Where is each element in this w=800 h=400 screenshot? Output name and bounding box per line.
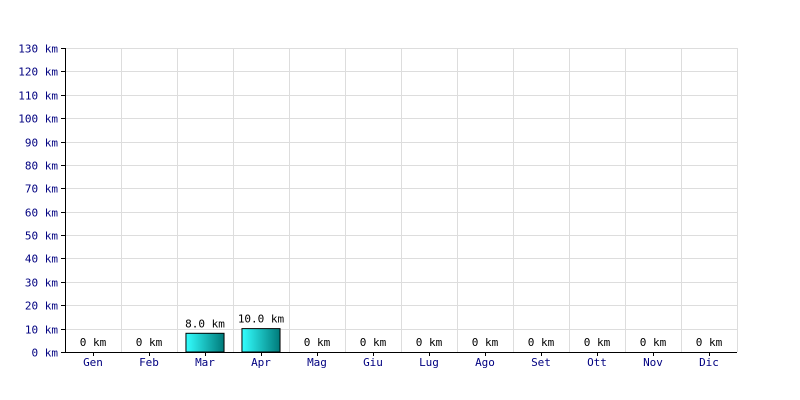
x-tick-label-lug: Lug bbox=[419, 356, 439, 369]
grid bbox=[65, 48, 738, 352]
x-tick-label-gen: Gen bbox=[83, 356, 103, 369]
data-label-nov: 0 km bbox=[640, 336, 667, 349]
x-tick-label-feb: Feb bbox=[139, 356, 159, 369]
data-label-ott: 0 km bbox=[584, 336, 611, 349]
labels: 0 km 10 km 20 km 30 km 40 km 50 km 60 km 70 km 8… bbox=[18, 43, 722, 370]
data-label-mar: 8.0 km bbox=[185, 317, 225, 330]
y-tick-label: 70 km bbox=[25, 183, 58, 196]
y-tick-label: 50 km bbox=[25, 230, 58, 243]
x-tick-label-apr: Apr bbox=[251, 356, 271, 369]
y-tick-label: 90 km bbox=[25, 137, 58, 150]
data-label-gen: 0 km bbox=[80, 336, 107, 349]
y-tick-label: 40 km bbox=[25, 253, 58, 266]
y-tick-label: 60 km bbox=[25, 207, 58, 220]
x-tick-label-nov: Nov bbox=[643, 356, 663, 369]
y-tick-label: 10 km bbox=[25, 324, 58, 337]
y-tick-label: 100 km bbox=[18, 113, 58, 126]
bars bbox=[185, 328, 281, 353]
y-tick-label: 0 km bbox=[32, 347, 59, 360]
data-label-lug: 0 km bbox=[416, 336, 443, 349]
data-label-set: 0 km bbox=[528, 336, 555, 349]
data-label-dic: 0 km bbox=[696, 336, 723, 349]
bar-apr bbox=[241, 328, 281, 353]
y-tick-label: 110 km bbox=[18, 90, 58, 103]
axes bbox=[61, 48, 737, 356]
x-tick-label-mar: Mar bbox=[195, 356, 215, 369]
x-tick-label-mag: Mag bbox=[307, 356, 327, 369]
data-label-giu: 0 km bbox=[360, 336, 387, 349]
y-tick-label: 30 km bbox=[25, 277, 58, 290]
x-tick-label-set: Set bbox=[531, 356, 551, 369]
y-tick-label: 130 km bbox=[18, 43, 58, 56]
bar-mar bbox=[185, 332, 225, 353]
x-tick-label-dic: Dic bbox=[699, 356, 719, 369]
data-label-ago: 0 km bbox=[472, 336, 499, 349]
x-tick-label-ago: Ago bbox=[475, 356, 495, 369]
y-tick-label: 80 km bbox=[25, 160, 58, 173]
data-label-mag: 0 km bbox=[304, 336, 331, 349]
y-tick-label: 120 km bbox=[18, 66, 58, 79]
data-label-apr: 10.0 km bbox=[238, 313, 285, 326]
x-tick-label-ott: Ott bbox=[587, 356, 607, 369]
x-tick-label-giu: Giu bbox=[363, 356, 383, 369]
y-tick-label: 20 km bbox=[25, 300, 58, 313]
data-label-feb: 0 km bbox=[136, 336, 163, 349]
